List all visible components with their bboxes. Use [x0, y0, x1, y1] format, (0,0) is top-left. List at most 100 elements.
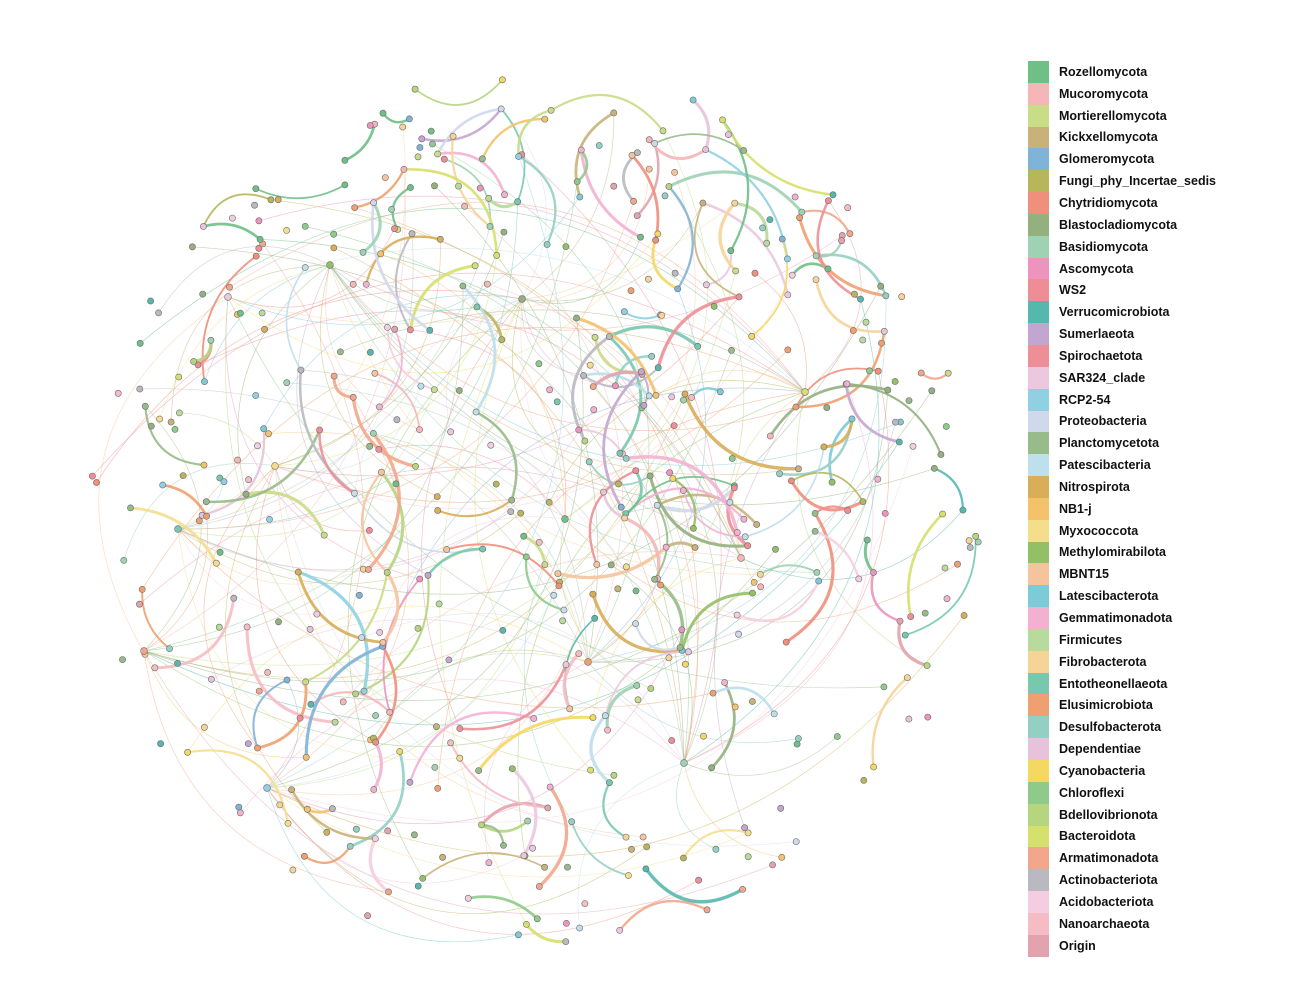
network-edge — [754, 272, 807, 393]
network-node — [459, 282, 467, 290]
network-node — [721, 679, 728, 686]
network-node — [226, 283, 233, 291]
network-node — [870, 569, 877, 576]
network-node — [709, 689, 717, 697]
network-node — [412, 462, 419, 470]
legend-swatch — [1028, 716, 1049, 739]
network-node — [151, 664, 159, 672]
network-edge — [614, 355, 653, 388]
network-node — [530, 715, 538, 722]
network-node — [844, 507, 852, 514]
network-edge — [480, 802, 550, 827]
network-node — [449, 132, 457, 140]
network-edge — [549, 93, 665, 132]
network-node — [615, 480, 622, 488]
network-node — [379, 639, 387, 646]
network-node — [898, 293, 906, 301]
network-edge — [158, 246, 331, 314]
network-node — [553, 398, 561, 406]
network-node — [300, 852, 308, 860]
network-node — [371, 369, 379, 377]
network-node — [645, 165, 653, 173]
network-node — [685, 648, 692, 656]
network-edge — [521, 298, 584, 376]
network-edge — [296, 570, 370, 693]
network-edge — [266, 156, 564, 789]
legend-item: Origin — [1028, 934, 1288, 957]
network-node — [188, 243, 196, 251]
network-edge — [592, 557, 742, 718]
network-node — [627, 287, 635, 295]
network-node — [242, 490, 250, 498]
legend-label: NB1-j — [1059, 501, 1092, 516]
network-node — [972, 532, 980, 540]
network-node — [954, 560, 961, 568]
legend-item: Armatimonadota — [1028, 847, 1288, 870]
network-node — [616, 927, 624, 934]
network-node — [207, 675, 215, 683]
network-edge — [521, 202, 704, 302]
network-edge — [329, 264, 799, 476]
network-node — [728, 346, 735, 354]
network-node — [682, 660, 689, 668]
network-node — [974, 538, 982, 546]
network-node — [843, 380, 851, 388]
network-node — [924, 713, 932, 721]
network-node — [798, 208, 806, 216]
network-node — [190, 358, 197, 365]
network-node — [500, 228, 508, 236]
network-node — [439, 853, 446, 861]
network-node — [535, 539, 543, 546]
network-node — [690, 525, 697, 532]
network-node — [623, 563, 630, 571]
network-node — [533, 915, 541, 923]
network-edge — [446, 298, 523, 433]
network-edge — [582, 366, 660, 389]
network-node — [748, 332, 756, 340]
network-edge — [227, 196, 581, 326]
network-edge — [790, 472, 864, 503]
network-node — [943, 595, 951, 603]
network-node — [654, 364, 662, 372]
legend-item: Basidiomycota — [1028, 235, 1288, 258]
network-edge — [604, 650, 690, 717]
network-node — [199, 223, 207, 230]
network-node — [455, 387, 463, 394]
network-node — [370, 199, 377, 207]
legend-label: Bacteroidota — [1059, 829, 1136, 844]
network-node — [612, 382, 619, 390]
network-edge — [332, 374, 355, 399]
network-node — [823, 404, 831, 411]
network-node — [884, 386, 892, 394]
network-edge — [587, 186, 745, 663]
network-edge — [177, 528, 364, 585]
legend-swatch — [1028, 672, 1049, 695]
network-node — [515, 153, 522, 160]
network-edge — [517, 391, 806, 857]
network-node — [375, 445, 383, 453]
network-node — [681, 390, 689, 398]
legend-item: Elusimicrobiota — [1028, 694, 1288, 717]
legend-swatch — [1028, 825, 1049, 848]
network-edge — [382, 578, 421, 714]
legend-item: Ascomycota — [1028, 257, 1288, 280]
network-edge — [587, 389, 889, 663]
network-node — [255, 217, 263, 225]
network-node — [120, 557, 128, 564]
network-node — [476, 184, 484, 192]
network-node — [880, 327, 888, 335]
network-node — [256, 235, 264, 243]
network-edge — [641, 407, 718, 764]
network-edge — [682, 829, 750, 860]
legend-item: SAR324_clade — [1028, 366, 1288, 389]
network-edge — [490, 444, 566, 520]
network-node — [892, 418, 899, 426]
network-edge — [564, 518, 958, 623]
network-node — [203, 512, 210, 520]
network-node — [399, 123, 407, 131]
network-node — [616, 449, 624, 457]
network-node — [346, 842, 354, 850]
network-node — [352, 825, 360, 833]
network-node — [251, 201, 258, 209]
network-node — [604, 726, 611, 734]
